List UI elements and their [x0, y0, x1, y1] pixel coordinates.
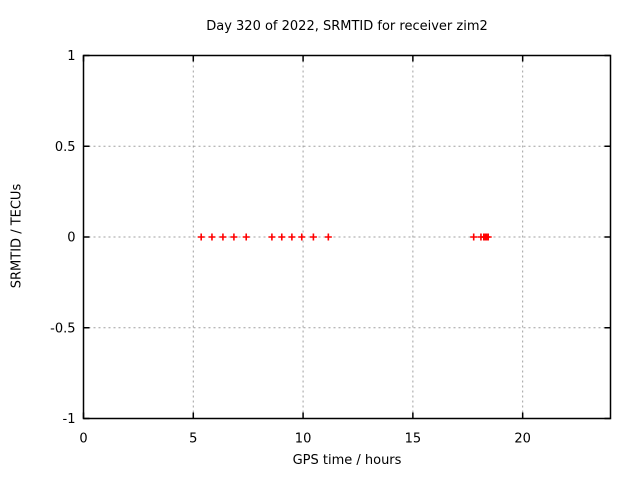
- y-tick-label: -1: [63, 412, 76, 427]
- data-point-marker: [309, 233, 317, 241]
- x-axis-label: GPS time / hours: [292, 453, 402, 468]
- data-point-marker: [470, 233, 478, 241]
- chart-title: Day 320 of 2022, SRMTID for receiver zim…: [206, 19, 488, 34]
- y-tick-label: 0.5: [55, 140, 76, 155]
- data-point-marker: [298, 233, 306, 241]
- y-axis-label: SRMTID / TECUs: [9, 183, 25, 289]
- data-point-marker: [230, 233, 238, 241]
- data-point-marker: [484, 233, 492, 241]
- data-point-marker: [208, 233, 216, 241]
- data-point-marker: [278, 233, 286, 241]
- x-tick-label: 15: [405, 432, 422, 447]
- data-point-marker: [242, 233, 250, 241]
- plot-border: [82, 54, 612, 420]
- x-tick-label: 20: [514, 432, 531, 447]
- data-point-marker: [288, 233, 296, 241]
- x-tick-label: 0: [79, 432, 87, 447]
- data-point-marker: [219, 233, 227, 241]
- y-tick-label: 1: [67, 49, 75, 64]
- data-point-marker: [268, 233, 276, 241]
- x-tick-label: 10: [295, 432, 312, 447]
- y-tick-label: 0: [67, 231, 75, 246]
- x-tick-label: 5: [189, 432, 197, 447]
- data-point-marker: [197, 233, 205, 241]
- data-point-marker: [324, 233, 332, 241]
- y-tick-label: -0.5: [50, 321, 75, 336]
